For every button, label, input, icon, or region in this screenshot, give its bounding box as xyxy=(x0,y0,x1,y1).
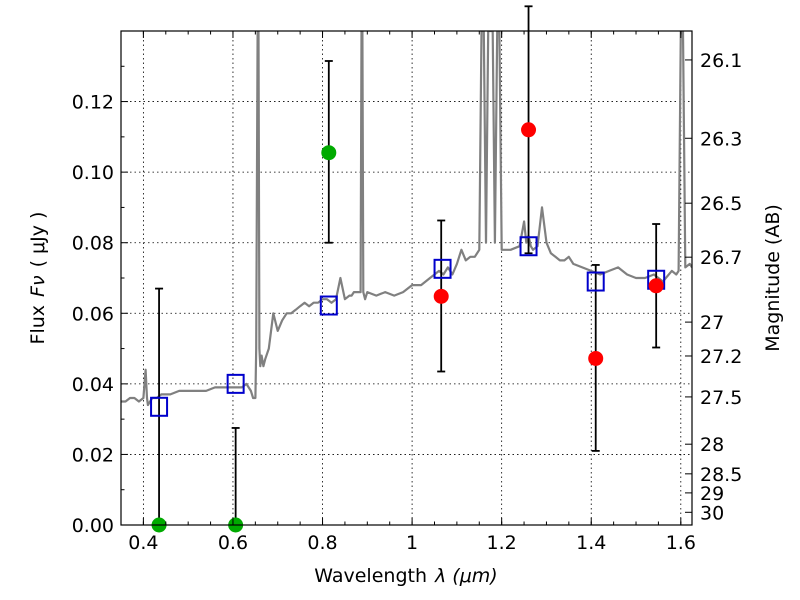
model-photometry-box xyxy=(150,396,169,417)
y-tick-label: 0.00 xyxy=(72,515,114,537)
observed-point xyxy=(521,122,537,138)
plot-area xyxy=(121,31,692,407)
observed-point xyxy=(588,350,604,366)
markers xyxy=(150,122,666,533)
y-tick-label: 0.06 xyxy=(72,303,114,325)
y2-tick-label: 26.3 xyxy=(700,128,742,150)
y2-tick-label: 26.1 xyxy=(700,50,742,72)
nondetection-point xyxy=(321,145,337,161)
x-tick-label: 0.6 xyxy=(218,532,248,554)
plot-frame xyxy=(120,30,693,526)
y2-tick-label: 29 xyxy=(700,483,724,505)
y2-tick-label: 27.2 xyxy=(700,346,742,368)
y-tick-label: 0.08 xyxy=(72,233,114,255)
y2-tick-label: 26.7 xyxy=(700,247,742,269)
model-spectrum-line xyxy=(121,31,692,407)
y2-tick-label: 28 xyxy=(700,434,724,456)
y-axis-label: FluxFν( μJy ) xyxy=(27,212,49,345)
y-tick-label: 0.10 xyxy=(72,162,114,184)
y2-axis-label: Magnitude (AB) xyxy=(762,204,784,352)
model-photometry-box xyxy=(519,236,538,257)
model-photometry-box xyxy=(226,373,245,394)
y2-tick-label: 27.5 xyxy=(700,387,742,409)
model-photometry-box xyxy=(586,271,605,292)
y-tick-label: 0.12 xyxy=(72,92,114,114)
x-tick-label: 0.8 xyxy=(307,532,337,554)
y2-tick-label: 28.5 xyxy=(700,464,742,486)
axis-ticks: 0.4 0.6 0.8 1 1.2 1.4 1.6 0.00 0.02 0.04 0.06 0.08 0… xyxy=(72,31,742,554)
x-axis-label: Wavelength λ (μm) xyxy=(314,565,497,587)
model-photometry-box xyxy=(319,295,338,316)
x-tick-label: 1 xyxy=(406,532,418,554)
x-tick-label: 1.4 xyxy=(576,532,606,554)
x-tick-label: 1.6 xyxy=(666,532,696,554)
observed-point xyxy=(433,288,449,304)
y2-tick-label: 26.5 xyxy=(700,193,742,215)
y2-tick-label: 27 xyxy=(700,312,724,334)
x-tick-label: 1.2 xyxy=(487,532,517,554)
y-tick-label: 0.04 xyxy=(72,374,114,396)
x-tick-label: 0.4 xyxy=(128,532,158,554)
error-bars xyxy=(155,5,661,525)
y2-tick-label: 30 xyxy=(700,502,724,524)
y-tick-label: 0.02 xyxy=(72,444,114,466)
observed-point xyxy=(648,278,664,294)
model-photometry-box xyxy=(433,258,452,279)
grid xyxy=(121,31,692,526)
